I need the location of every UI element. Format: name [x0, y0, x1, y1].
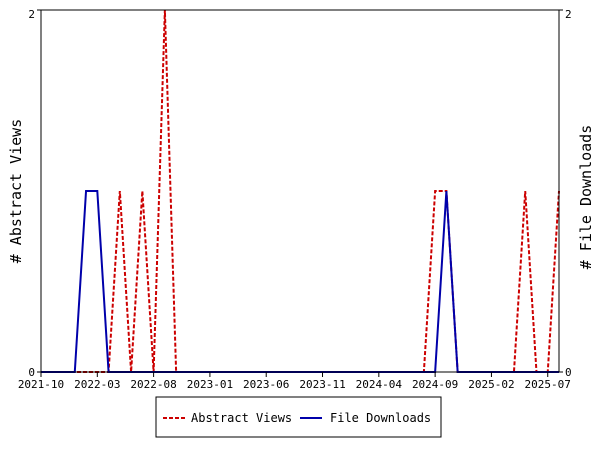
legend-label-file-downloads: File Downloads — [330, 411, 431, 425]
series-line-abstract-views — [41, 9, 560, 373]
plot-frame — [40, 9, 560, 373]
y-left-axis-label: # Abstract Views — [7, 119, 25, 264]
y-right-tick-label-0: 0 — [565, 366, 572, 379]
legend-label-abstract-views: Abstract Views — [191, 411, 292, 425]
x-tick-label-5: 2023-11 — [299, 378, 345, 391]
ticks-layer: 2021-10 2022-03 2022-08 2023-01 2023-06 2023-… — [18, 8, 572, 391]
x-tick-label-6: 2024-04 — [356, 378, 403, 391]
x-tick-label-4: 2023-06 — [243, 378, 289, 391]
x-tick-label-7: 2024-09 — [412, 378, 458, 391]
series-line-file-downloads — [41, 190, 559, 373]
y-left-tick-label-1: 2 — [28, 8, 35, 21]
series-layer — [41, 9, 560, 373]
y-right-axis-label: # File Downloads — [577, 125, 595, 270]
x-tick-label-0: 2021-10 — [18, 378, 64, 391]
y-left-tick-label-0: 0 — [28, 366, 35, 379]
y-right-tick-label-1: 2 — [565, 8, 572, 21]
legend: Abstract Views File Downloads — [155, 396, 442, 438]
x-tick-label-1: 2022-03 — [74, 378, 120, 391]
x-tick-label-3: 2023-01 — [187, 378, 233, 391]
x-tick-label-2: 2022-08 — [130, 378, 176, 391]
legend-box — [155, 396, 442, 438]
x-tick-label-8: 2025-02 — [468, 378, 514, 391]
x-tick-label-9: 2025-07 — [525, 378, 571, 391]
